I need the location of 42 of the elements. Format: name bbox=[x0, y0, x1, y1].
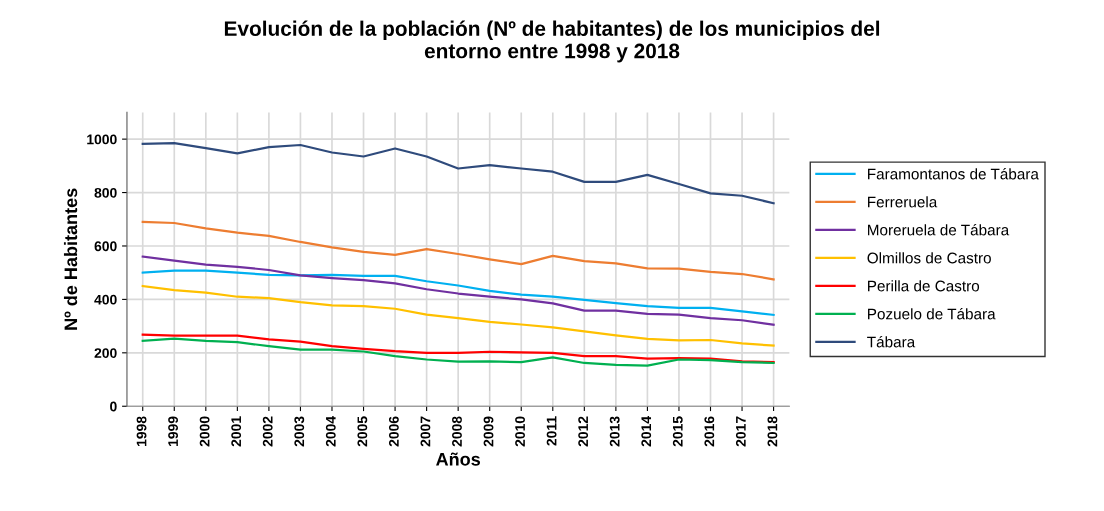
y-tick-label: 0 bbox=[110, 401, 117, 412]
x-tick-label: 2015 bbox=[672, 416, 683, 447]
legend-label: Olmillos de Castro bbox=[867, 252, 991, 264]
line-series bbox=[141, 284, 775, 347]
x-tick-label: 2005 bbox=[357, 416, 368, 447]
chart-title: Evolución de la población (Nº de habitantes) de los municipios del entorno entre 1998 y 2018 bbox=[224, 20, 880, 63]
x-tick-label: 2012 bbox=[578, 416, 589, 447]
line-series bbox=[141, 269, 775, 316]
y-tick-label: 400 bbox=[94, 294, 117, 305]
legend-label: Faramontanos de Tábara bbox=[868, 168, 1039, 180]
x-tick-label: 2014 bbox=[641, 416, 652, 447]
y-tick-label: 1000 bbox=[87, 134, 117, 145]
x-tick-label: 2010 bbox=[515, 416, 525, 447]
y-tick-label: 200 bbox=[94, 348, 117, 358]
y-tick-label: 800 bbox=[94, 187, 117, 198]
line-series bbox=[141, 255, 775, 326]
legend-label: Tábara bbox=[867, 336, 916, 348]
x-tick-label: 2009 bbox=[483, 416, 494, 447]
legend-label: Ferreruela bbox=[868, 196, 938, 208]
x-tick-label: 2000 bbox=[199, 416, 210, 447]
x-tick-label: 2017 bbox=[735, 416, 746, 447]
y-tick-label: 600 bbox=[94, 241, 117, 252]
x-tick-label: 2003 bbox=[294, 416, 305, 447]
x-tick-label: 1998 bbox=[136, 416, 147, 446]
legend-label: Perilla de Castro bbox=[868, 280, 980, 292]
line-series bbox=[141, 142, 775, 205]
x-tick-label: 2002 bbox=[262, 416, 273, 447]
x-tick-label: 2004 bbox=[325, 416, 336, 447]
x-tick-label: 2013 bbox=[609, 416, 620, 447]
x-tick-label: 2008 bbox=[452, 416, 462, 447]
x-tick-label: 2018 bbox=[767, 416, 778, 447]
y-axis-title: Nº de Habitantes bbox=[63, 188, 78, 330]
x-tick-label: 2006 bbox=[388, 416, 399, 447]
x-axis-title: Años bbox=[436, 452, 480, 466]
x-tick-label: 2007 bbox=[420, 416, 431, 447]
x-tick-label: 2011 bbox=[546, 416, 557, 446]
x-tick-label: 2001 bbox=[231, 416, 242, 447]
x-tick-label: 1999 bbox=[168, 416, 178, 446]
legend-label: Pozuelo de Tábara bbox=[868, 308, 996, 320]
line-series bbox=[141, 220, 775, 281]
legend-label: Moreruela de Tábara bbox=[868, 224, 1010, 236]
x-tick-label: 2016 bbox=[704, 416, 715, 447]
